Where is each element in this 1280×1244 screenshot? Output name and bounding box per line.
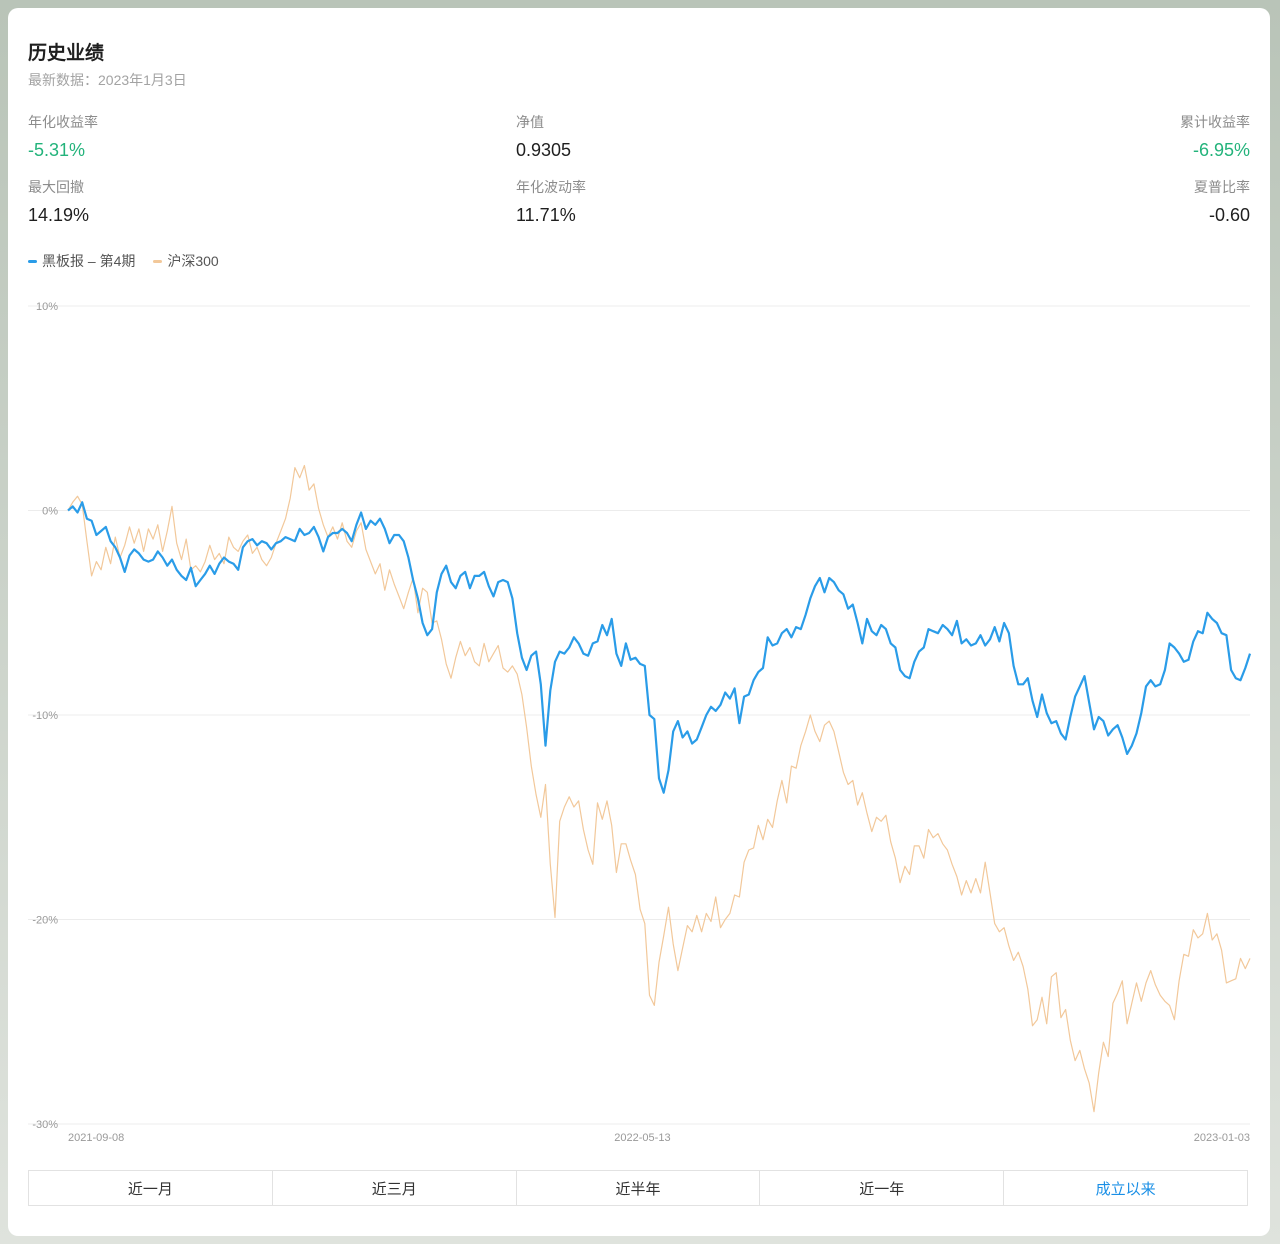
- y-tick-label: -30%: [32, 1119, 58, 1131]
- x-tick-label: 2023-01-03: [1194, 1132, 1250, 1144]
- metric-label: 年化波动率: [516, 179, 586, 195]
- legend-item-fund[interactable]: 黑板报 – 第4期: [28, 251, 135, 271]
- x-tick-label: 2022-05-13: [614, 1132, 670, 1144]
- metric-label: 年化收益率: [28, 114, 98, 130]
- legend-swatch-fund: [28, 259, 37, 263]
- metric-label: 最大回撤: [28, 179, 84, 195]
- metric-label: 夏普比率: [1194, 179, 1250, 195]
- metric-label: 净值: [516, 114, 544, 130]
- line-chart: 10% 0% -10% -20% -30% 2021-09-08 2022-05-13 202…: [28, 301, 1252, 1144]
- chart-legend: 黑板报 – 第4期 沪深300: [28, 251, 219, 271]
- metric-cumulative-return: 累计收益率 -6.95%: [1180, 112, 1250, 161]
- tab-1-month[interactable]: 近一月: [29, 1171, 273, 1205]
- metric-value: 11.71%: [516, 205, 576, 225]
- metric-sharpe-ratio: 夏普比率 -0.60: [1194, 177, 1250, 226]
- tab-since-inception[interactable]: 成立以来: [1095, 1180, 1156, 1198]
- x-tick-label: 2021-09-08: [68, 1132, 124, 1144]
- metric-label: 累计收益率: [1180, 114, 1250, 130]
- metric-value: 14.19%: [28, 205, 90, 225]
- legend-label-fund: 黑板报 – 第4期: [42, 253, 136, 269]
- series-line-fund: [67, 501, 1252, 794]
- tab-3-months[interactable]: 近三月: [273, 1171, 517, 1205]
- y-tick-label: 10%: [36, 301, 58, 313]
- legend-swatch-index: [153, 259, 163, 263]
- metric-nav: 净值 0.9305: [516, 112, 571, 161]
- page-title: 历史业绩: [28, 43, 105, 64]
- tab-1-year[interactable]: 近一年: [760, 1171, 1005, 1205]
- metric-value: -6.95%: [1192, 140, 1250, 160]
- metric-max-drawdown: 最大回撤 14.19%: [28, 177, 89, 226]
- performance-card: 历史业绩 最新数据：2023年1月3日 年化收益率 -5.31% 净值 0.93…: [8, 8, 1270, 1236]
- metric-value: -5.31%: [28, 140, 86, 160]
- legend-label-index: 沪深300: [167, 253, 219, 269]
- last-updated-text: 最新数据：2023年1月3日: [28, 72, 187, 88]
- metric-volatility: 年化波动率 11.71%: [516, 177, 586, 226]
- y-tick-label: 0%: [42, 506, 58, 518]
- range-tabs: 近一月 近三月 近半年 近一年 成立以来: [28, 1170, 1248, 1206]
- metric-annualized-return: 年化收益率 -5.31%: [28, 112, 98, 161]
- y-tick-label: -20%: [32, 915, 58, 927]
- metric-value: -0.60: [1208, 205, 1250, 225]
- metric-value: 0.9305: [516, 140, 572, 160]
- y-tick-label: -10%: [32, 710, 58, 722]
- tab-6-months[interactable]: 近半年: [517, 1171, 761, 1205]
- series-line-index: [67, 464, 1251, 1113]
- legend-item-index[interactable]: 沪深300: [153, 251, 219, 271]
